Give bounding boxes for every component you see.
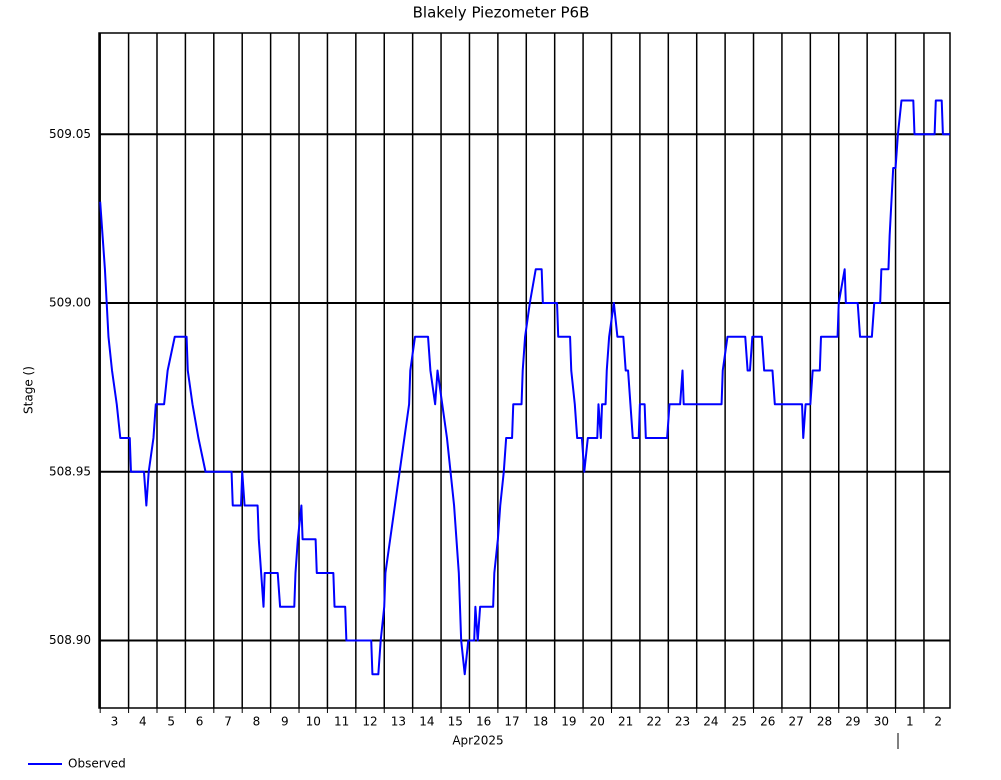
x-tick-label: 3 [111, 715, 119, 729]
x-tick-label: 9 [281, 715, 289, 729]
x-tick-label: 12 [362, 715, 377, 729]
x-tick-label: 16 [476, 715, 491, 729]
y-tick-label: 508.90 [49, 633, 91, 647]
x-tick-label: 1 [906, 715, 914, 729]
x-tick-label: 6 [196, 715, 204, 729]
x-tick-label: 24 [703, 715, 718, 729]
x-tick-label: 18 [533, 715, 548, 729]
y-axis-label: Stage () [22, 366, 36, 414]
y-tick-label: 509.00 [49, 296, 91, 310]
x-axis-label: Apr2025 [452, 734, 503, 748]
y-tick-label: 509.05 [49, 127, 91, 141]
x-tick-label: 28 [817, 715, 832, 729]
x-tick-label: 17 [504, 715, 519, 729]
x-tick-label: 26 [760, 715, 775, 729]
x-tick-label: 20 [590, 715, 605, 729]
x-tick-label: 25 [732, 715, 747, 729]
x-tick-label: 19 [561, 715, 576, 729]
x-tick-label: 5 [167, 715, 175, 729]
x-tick-label: 13 [391, 715, 406, 729]
x-tick-label: 14 [419, 715, 434, 729]
x-tick-label: 30 [874, 715, 889, 729]
y-tick-label: 508.95 [49, 464, 91, 478]
x-tick-label: 21 [618, 715, 633, 729]
chart-title: Blakely Piezometer P6B [413, 4, 590, 22]
x-tick-label: 15 [448, 715, 463, 729]
plot-frame [98, 32, 951, 709]
x-tick-label: 29 [845, 715, 860, 729]
x-tick-label: 27 [788, 715, 803, 729]
x-tick-label: 8 [253, 715, 261, 729]
legend-label: Observed [68, 757, 126, 771]
data-line [99, 99, 950, 676]
x-tick-label: 11 [334, 715, 349, 729]
x-tick-label: 4 [139, 715, 147, 729]
x-tick-label: 22 [646, 715, 661, 729]
x-tick-label: 23 [675, 715, 690, 729]
x-tick-label: 10 [306, 715, 321, 729]
x-tick-label: 7 [224, 715, 232, 729]
x-tick-label: 2 [934, 715, 942, 729]
